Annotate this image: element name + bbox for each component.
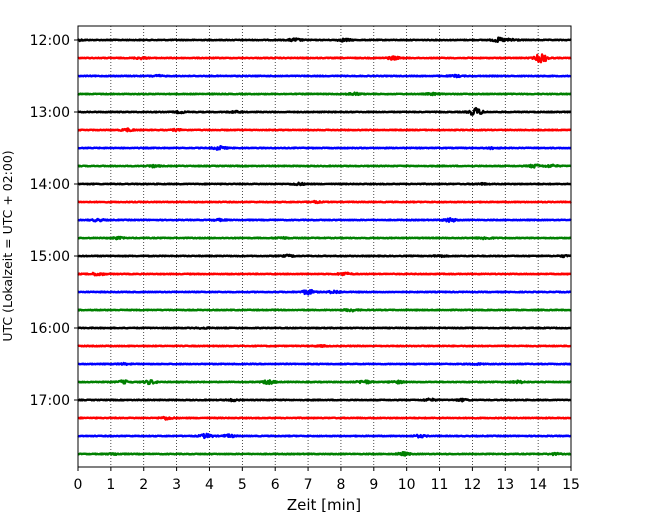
x-tick-label: 14 [529,477,547,493]
x-tick-label: 13 [496,477,514,493]
y-tick-label: 16:00 [30,321,70,337]
trace-row-12 [77,235,572,241]
trace-row-3 [77,73,572,79]
trace-row-1 [77,36,572,43]
trace-row-4 [77,91,572,97]
trace-rows [77,36,572,457]
trace-row-2 [77,53,572,64]
plot-frame [77,25,572,468]
x-tick-label: 3 [172,477,181,493]
x-tick-label: 4 [205,477,214,493]
x-tick-label: 0 [74,477,83,493]
trace-row-19 [77,361,572,367]
trace-row-21 [77,397,572,403]
trace-row-13 [77,253,572,259]
x-tick-label: 15 [562,477,580,493]
x-tick-label: 9 [369,477,378,493]
y-axis-label: UTC (Lokalzeit = UTC + 02:00) [0,150,15,341]
trace-row-23 [77,432,572,440]
x-tick-label: 7 [304,477,313,493]
trace-row-11 [77,217,572,223]
x-tick-label: 10 [398,477,416,493]
y-tick-label: 17:00 [30,393,70,409]
trace-row-24 [77,451,572,457]
trace-row-22 [77,415,572,421]
x-tick-label: 6 [271,477,280,493]
trace-row-9 [77,181,572,187]
x-tick-label: 11 [431,477,449,493]
trace-row-7 [77,144,572,151]
y-axis-ticks: 12:00 13:00 14:00 15:00 16:00 17:00 [30,33,78,409]
trace-row-5 [77,106,572,116]
x-tick-label: 12 [463,477,481,493]
x-tick-label: 2 [139,477,148,493]
trace-row-16 [77,308,572,313]
trace-row-15 [77,289,572,296]
x-tick-label: 1 [106,477,115,493]
trace-row-18 [77,343,572,349]
trace-row-6 [77,127,572,133]
trace-row-14 [77,271,572,277]
x-axis-ticks: 0 1 2 3 4 5 6 7 8 9 10 11 12 13 14 15 [74,467,580,493]
trace-row-17 [77,326,572,330]
x-tick-label: 8 [336,477,345,493]
x-axis-label: Zeit [min] [287,496,361,514]
y-tick-label: 15:00 [30,249,70,265]
x-tick-label: 5 [238,477,247,493]
trace-row-8 [77,163,572,169]
y-tick-label: 13:00 [30,105,70,121]
y-tick-label: 12:00 [30,33,70,49]
y-tick-label: 14:00 [30,177,70,193]
plot-background [78,26,571,467]
trace-row-20 [77,379,572,386]
trace-row-10 [77,199,572,205]
